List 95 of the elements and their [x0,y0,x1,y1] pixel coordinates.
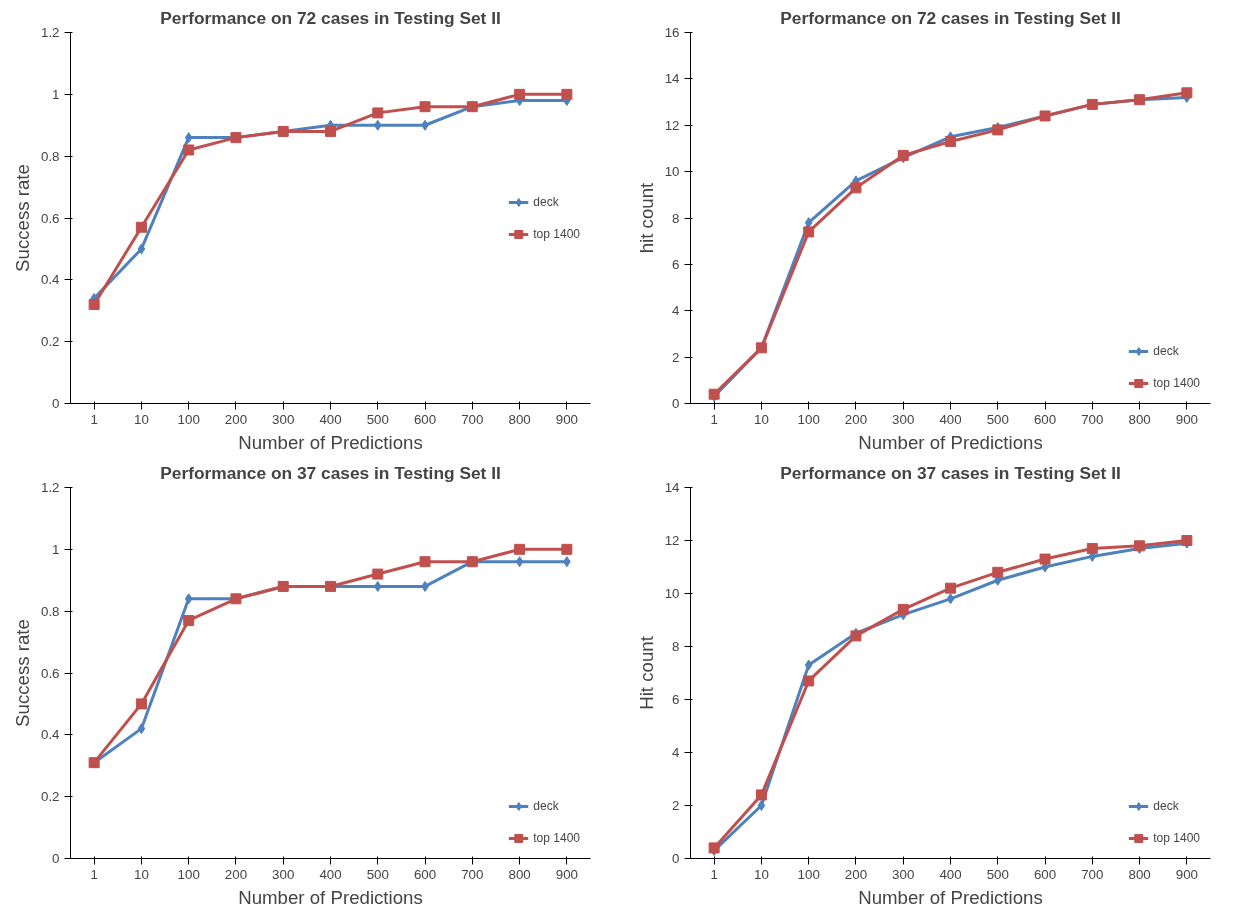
legend-label: top 1400 [533,831,580,845]
y-tick-label: 12 [664,117,680,133]
x-tick-label: 700 [461,411,484,427]
x-tick-label: 100 [797,411,820,427]
x-tick-label: 800 [1128,411,1151,427]
y-tick-label: 2 [672,349,680,365]
chart-title: Performance on 72 cases in Testing Set II [160,7,501,28]
y-tick-label: 1.2 [40,480,60,495]
y-tick-label: 0 [52,851,60,866]
y-tick-label: 0.2 [40,789,60,805]
x-tick-label: 100 [177,866,200,882]
x-tick-label: 800 [508,411,531,427]
x-tick-label: 600 [413,866,437,882]
y-tick-label: 0.4 [40,727,61,743]
x-tick-label: 200 [224,866,248,882]
y-tick-label: 1 [52,86,60,102]
y-axis-title: Success rate [11,619,33,727]
x-tick-label: 500 [366,866,389,882]
x-axis-title: Number of Predictions [238,431,423,453]
x-tick-label: 800 [508,866,531,882]
y-tick-label: 0 [52,396,60,411]
x-tick-label: 200 [844,866,868,882]
chart-title: Performance on 72 cases in Testing Set II [780,7,1121,28]
x-tick-label: 10 [134,411,149,427]
x-tick-label: 900 [1175,866,1198,882]
x-tick-label: 300 [272,866,295,882]
legend-label: deck [533,799,559,813]
y-tick-label: 0 [672,396,680,411]
x-tick-label: 300 [892,411,915,427]
legend-label: top 1400 [1153,831,1200,845]
x-tick-label: 800 [1128,866,1151,882]
y-tick-label: 0.8 [40,603,60,619]
x-tick-label: 400 [319,411,342,427]
y-tick-label: 8 [672,210,680,226]
x-tick-label: 1 [90,411,98,427]
x-tick-label: 1 [710,866,718,882]
y-tick-label: 4 [672,303,681,319]
y-tick-label: 0.4 [40,272,61,288]
y-tick-label: 6 [672,256,680,272]
x-tick-label: 900 [1175,411,1198,427]
y-tick-label: 10 [664,586,680,601]
x-tick-label: 600 [1033,866,1057,882]
x-tick-label: 1 [90,866,98,882]
x-axis-title: Number of Predictions [858,431,1043,453]
y-tick-label: 8 [672,639,680,654]
y-tick-label: 10 [664,164,680,180]
y-axis-title: hit count [635,181,657,254]
x-tick-label: 600 [1033,411,1057,427]
x-tick-label: 300 [892,866,915,882]
x-tick-label: 900 [555,866,578,882]
legend-label: top 1400 [1153,376,1200,390]
y-tick-label: 0.6 [40,210,60,226]
x-tick-label: 600 [413,411,437,427]
y-tick-label: 16 [664,25,680,40]
y-tick-label: 0.2 [40,334,60,350]
x-tick-label: 200 [224,411,248,427]
chart-title: Performance on 37 cases in Testing Set II [780,462,1121,483]
y-axis-title: Success rate [11,164,33,272]
x-tick-label: 10 [134,866,149,882]
x-tick-label: 300 [272,411,295,427]
y-tick-label: 6 [672,692,680,707]
y-axis-title: Hit count [635,635,657,710]
x-tick-label: 10 [754,866,769,882]
x-tick-label: 100 [797,866,820,882]
x-tick-label: 400 [319,866,342,882]
legend-label: deck [1153,344,1179,358]
legend-label: deck [533,194,559,209]
y-tick-label: 0 [672,851,680,866]
x-tick-label: 500 [986,866,1009,882]
legend-label: top 1400 [533,226,580,241]
x-tick-label: 100 [177,411,200,427]
x-axis-title: Number of Predictions [238,886,423,908]
y-tick-label: 1 [52,541,60,557]
y-tick-label: 14 [664,480,681,495]
y-tick-label: 0.8 [40,148,60,164]
y-tick-label: 4 [672,745,681,760]
x-tick-label: 700 [1081,866,1104,882]
legend-label: deck [1153,799,1179,813]
x-tick-label: 200 [844,411,868,427]
y-tick-label: 14 [664,71,681,87]
x-tick-label: 400 [939,866,962,882]
y-tick-label: 2 [672,798,680,813]
x-tick-label: 1 [710,411,718,427]
y-tick-label: 1.2 [40,25,60,40]
x-tick-label: 10 [754,411,769,427]
x-axis-title: Number of Predictions [858,886,1043,908]
y-tick-label: 12 [664,533,680,548]
y-tick-label: 0.6 [40,665,60,681]
x-tick-label: 700 [1081,411,1104,427]
x-tick-label: 900 [555,411,578,427]
chart-title: Performance on 37 cases in Testing Set II [160,462,501,483]
x-tick-label: 500 [986,411,1009,427]
x-tick-label: 500 [366,411,389,427]
x-tick-label: 700 [461,866,484,882]
x-tick-label: 400 [939,411,962,427]
